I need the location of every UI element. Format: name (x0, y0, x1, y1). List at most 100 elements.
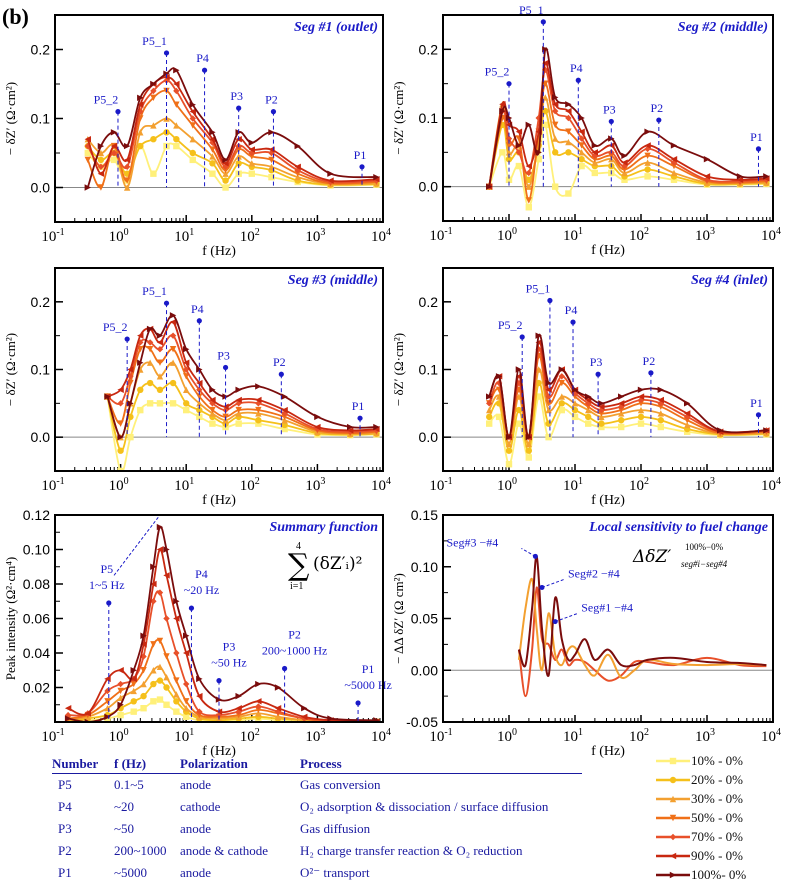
data-point (140, 680, 147, 688)
x-tick-label: 104 (371, 227, 391, 245)
annotation-leader (521, 547, 536, 557)
data-point (117, 701, 124, 708)
y-tick-label: 0.06 (23, 611, 50, 627)
data-point (255, 383, 262, 390)
data-point (235, 708, 242, 715)
data-point (189, 115, 196, 122)
data-point (163, 572, 170, 579)
data-point (183, 406, 190, 414)
data-point (156, 546, 164, 553)
legend-item: 30% - 0% (655, 789, 790, 808)
data-point (486, 393, 493, 400)
data-point (123, 163, 131, 170)
annotation-label: P1 (354, 148, 367, 162)
table-cell: ~20 (114, 799, 135, 814)
data-point (196, 692, 203, 700)
data-point (495, 413, 503, 421)
data-point (173, 691, 180, 698)
data-point (515, 393, 523, 400)
data-point (150, 122, 157, 129)
x-tick-label: 104 (761, 226, 781, 244)
data-point (558, 379, 565, 387)
data-point (591, 152, 598, 159)
data-point (235, 692, 242, 700)
x-tick-label: 104 (761, 727, 781, 745)
data-point (196, 366, 203, 373)
y-tick-label: 0.1 (31, 111, 51, 127)
data-point (558, 406, 565, 414)
legend-item: 10% - 0% (655, 751, 790, 770)
data-point (598, 423, 605, 431)
data-point (535, 339, 542, 346)
y-tick-label: 0.05 (411, 611, 438, 627)
data-point (294, 167, 301, 174)
data-point (117, 433, 124, 441)
data-point (183, 346, 190, 353)
legend-swatch (656, 871, 690, 878)
data-point (558, 373, 565, 380)
x-tick-label: 103 (305, 227, 325, 245)
data-point (137, 386, 144, 393)
legend-swatch (656, 776, 690, 783)
data-point (255, 410, 262, 417)
annotation-label: P1 (750, 130, 763, 144)
data-point (717, 427, 724, 434)
annotation-dot (359, 164, 365, 170)
data-point (183, 400, 190, 407)
annotation-dot (656, 117, 662, 123)
legend-swatch (656, 814, 690, 821)
y-tick-label: 0.2 (31, 42, 51, 58)
chart-seg2: 10-1 100 101 102 103 104 f (Hz) 0.0 0.1 0.2 − δZ′ … (391, 3, 781, 258)
data-point (505, 176, 513, 183)
y-tick-label: 0.10 (411, 559, 438, 575)
data-point (552, 94, 559, 101)
data-point (684, 410, 691, 417)
annotation-label: P5 (100, 562, 113, 576)
data-point (545, 379, 552, 387)
table-cell: 0.1~5 (114, 777, 144, 792)
data-point (248, 146, 255, 153)
annotation-label: Seg#1 −#4 (581, 601, 633, 615)
y-tick-label: 0.1 (419, 362, 439, 378)
table-cell: Gas diffusion (300, 821, 371, 836)
data-point (684, 421, 691, 429)
data-point (150, 94, 157, 101)
data-point (150, 680, 157, 688)
y-tick-label: 0.02 (23, 680, 50, 696)
data-point (104, 393, 111, 400)
data-point (248, 153, 255, 160)
data-point (525, 454, 532, 461)
plot-frame (442, 14, 774, 222)
data-point (565, 107, 572, 115)
series-line (488, 110, 767, 187)
data-point (235, 410, 242, 417)
annotation-sublabel: ~5000 Hz (344, 678, 391, 692)
data-point (183, 698, 190, 705)
data-point (156, 589, 164, 596)
data-point (585, 420, 592, 427)
data-point (591, 159, 598, 166)
x-tick-label: 102 (240, 727, 260, 745)
legend-item: 50% - 0% (655, 808, 790, 827)
data-point (137, 406, 144, 414)
data-point (235, 406, 242, 414)
annotation-dot (163, 50, 170, 56)
data-point (110, 156, 118, 164)
annotation-label: P5_2 (103, 320, 128, 334)
data-point (183, 359, 190, 366)
data-point (137, 129, 144, 136)
data-point (505, 433, 513, 441)
y-tick-label: 0.1 (31, 362, 51, 378)
data-point (137, 101, 144, 108)
data-point (222, 184, 229, 191)
data-point (281, 425, 288, 433)
x-tick-label: 100 (109, 476, 129, 494)
x-tick-label: 103 (695, 476, 715, 494)
data-point (505, 461, 513, 468)
table-cell: P2 (58, 843, 72, 858)
data-point (736, 176, 744, 183)
data-point (183, 649, 190, 657)
y-axis-label: − δZ′ (Ω·cm²) (391, 81, 406, 154)
data-point (515, 406, 523, 414)
